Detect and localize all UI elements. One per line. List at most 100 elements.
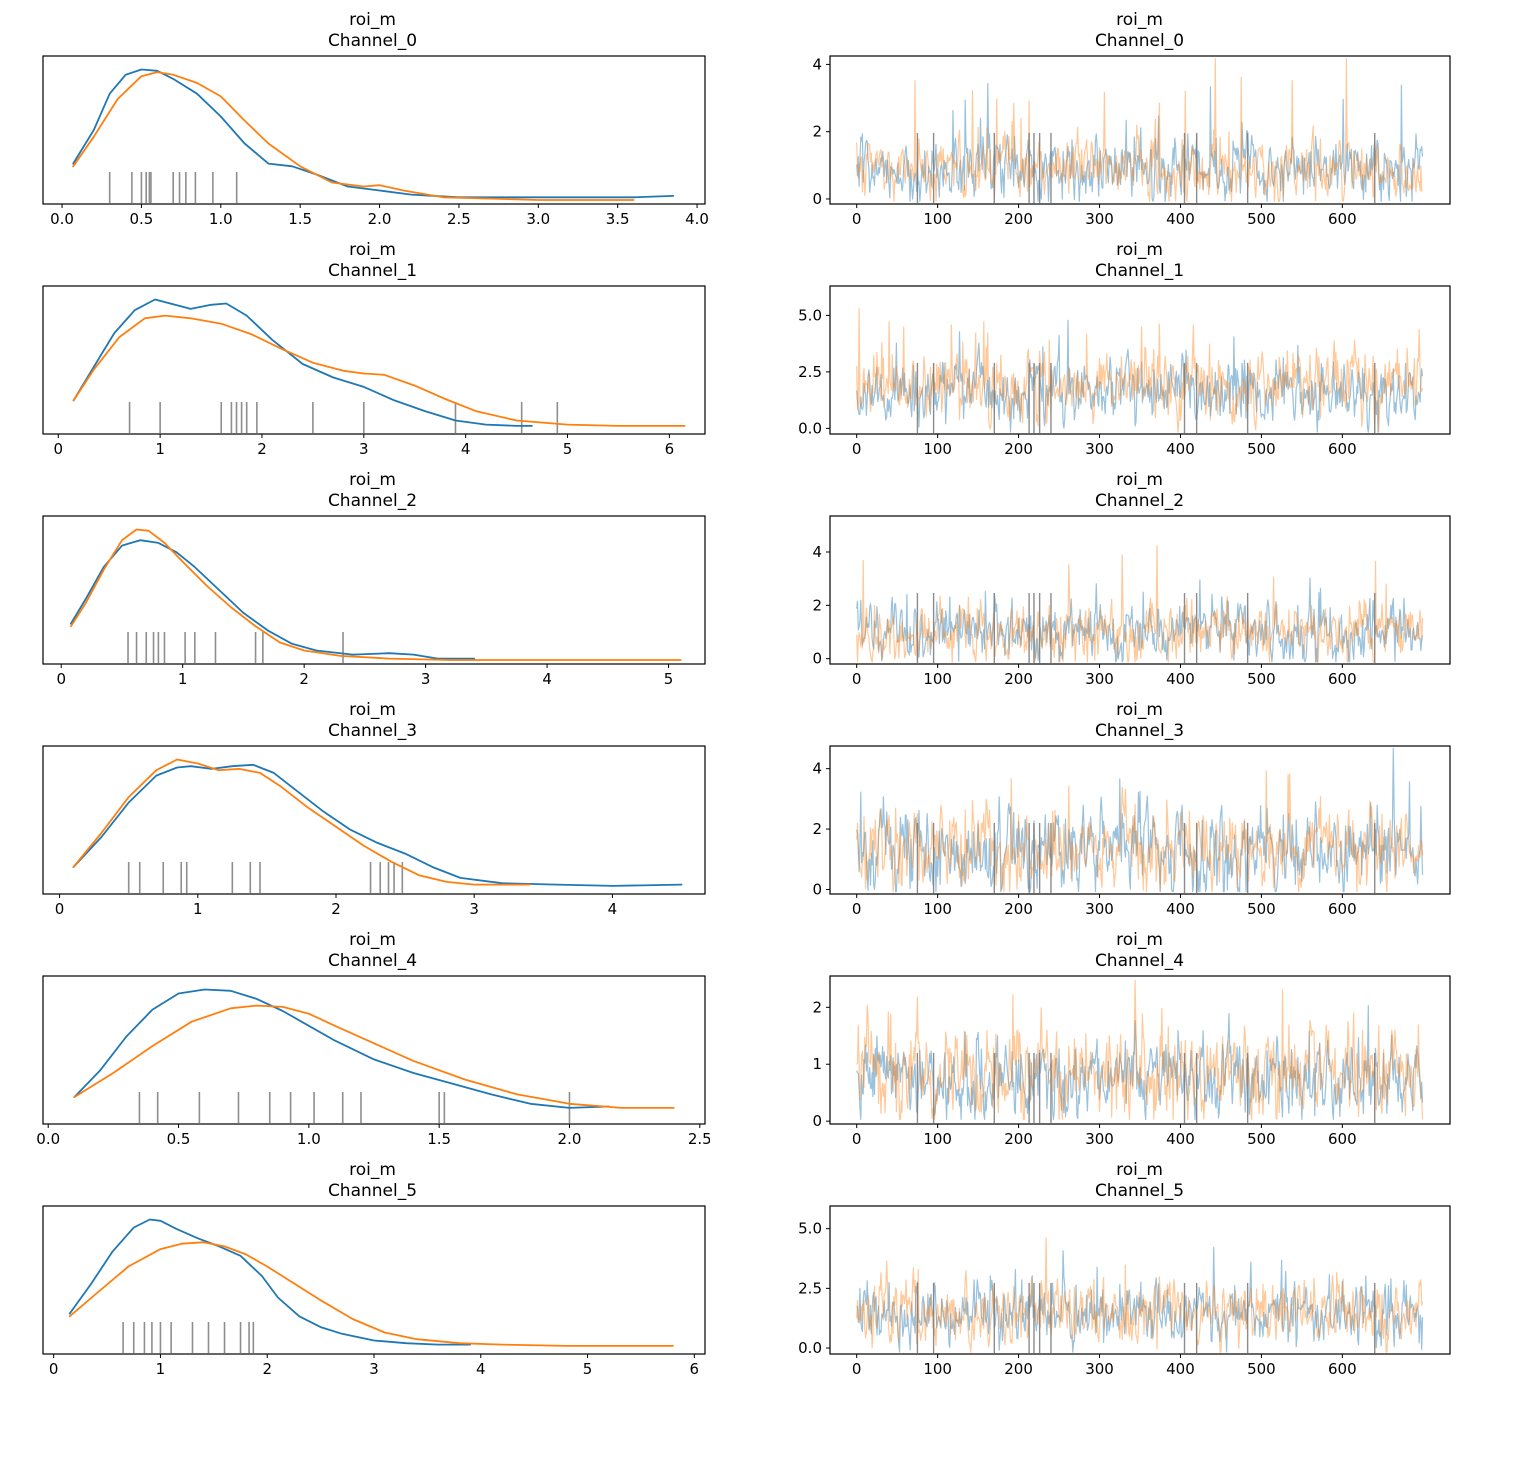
plot-title-line2: Channel_4 <box>1094 951 1185 971</box>
svg-text:0: 0 <box>54 440 64 458</box>
svg-text:400: 400 <box>1166 440 1195 458</box>
svg-text:100: 100 <box>923 440 952 458</box>
svg-text:200: 200 <box>1004 1130 1033 1148</box>
svg-text:600: 600 <box>1328 210 1357 228</box>
svg-text:0.0: 0.0 <box>36 1130 60 1148</box>
svg-text:300: 300 <box>1085 900 1114 918</box>
plot-title-line2: Channel_2 <box>327 491 418 511</box>
timeseries-plot-channel-5: 0 100 200 300 400 500 600 0.0 2.5 5.0 <box>798 1205 1451 1378</box>
svg-text:3.0: 3.0 <box>526 210 550 228</box>
timeseries-plot-channel-0: 0 100 200 300 400 500 600 0 2 4 <box>812 55 1451 228</box>
plot-title-line1: roi_m <box>1116 470 1163 490</box>
svg-text:0: 0 <box>55 900 65 918</box>
plot-title: roi_m Channel_2 <box>35 470 710 512</box>
svg-text:4: 4 <box>476 1360 486 1378</box>
svg-text:1.5: 1.5 <box>427 1130 451 1148</box>
plot-title-line1: roi_m <box>1116 700 1163 720</box>
svg-text:100: 100 <box>923 670 952 688</box>
plot-title-line2: Channel_0 <box>327 31 418 51</box>
svg-text:500: 500 <box>1247 670 1276 688</box>
svg-text:0.0: 0.0 <box>798 419 822 437</box>
svg-text:0.5: 0.5 <box>167 1130 191 1148</box>
svg-text:0: 0 <box>56 670 66 688</box>
plot-title-line1: roi_m <box>349 700 396 720</box>
plot-title: roi_m Channel_5 <box>824 1160 1455 1202</box>
svg-text:4.0: 4.0 <box>685 210 709 228</box>
svg-text:2: 2 <box>299 670 309 688</box>
svg-text:0: 0 <box>852 210 862 228</box>
kde-plot-channel-1: 0 1 2 3 4 5 6 <box>42 285 706 458</box>
svg-text:0: 0 <box>852 1130 862 1148</box>
svg-text:600: 600 <box>1328 670 1357 688</box>
svg-text:2.5: 2.5 <box>688 1130 710 1148</box>
svg-text:1: 1 <box>155 440 165 458</box>
svg-text:2: 2 <box>812 820 822 838</box>
plot-title: roi_m Channel_4 <box>35 930 710 972</box>
svg-text:4: 4 <box>542 670 552 688</box>
plot-title-line1: roi_m <box>1116 1160 1163 1180</box>
svg-text:6: 6 <box>665 440 675 458</box>
plot-title: roi_m Channel_0 <box>824 10 1455 52</box>
subplot-kde-channel-1: roi_m Channel_1 0 1 2 3 4 5 6 <box>35 240 710 460</box>
figure-grid: roi_m Channel_0 0.0 0.5 1.0 1.5 2.0 2.5 3.0 3.5… <box>35 10 1455 1380</box>
svg-text:5: 5 <box>664 670 674 688</box>
svg-text:2: 2 <box>331 900 341 918</box>
svg-text:100: 100 <box>923 900 952 918</box>
svg-text:4: 4 <box>812 543 822 561</box>
svg-text:0: 0 <box>852 440 862 458</box>
svg-text:5.0: 5.0 <box>798 306 822 324</box>
svg-text:2: 2 <box>262 1360 272 1378</box>
subplot-timeseries-channel-0: roi_m Channel_0 0 100 200 300 400 500 600 0 2 4 <box>780 10 1455 230</box>
svg-text:200: 200 <box>1004 440 1033 458</box>
svg-text:0: 0 <box>852 1360 862 1378</box>
svg-text:3: 3 <box>421 670 431 688</box>
svg-text:2.5: 2.5 <box>798 363 822 381</box>
svg-text:200: 200 <box>1004 1360 1033 1378</box>
kde-plot-channel-5: 0 1 2 3 4 5 6 <box>42 1205 706 1378</box>
subplot-timeseries-channel-5: roi_m Channel_5 0 100 200 300 400 500 600 0.0 2.… <box>780 1160 1455 1380</box>
kde-plot-channel-3: 0 1 2 3 4 <box>42 745 706 918</box>
plot-title: roi_m Channel_2 <box>824 470 1455 512</box>
subplot-timeseries-channel-4: roi_m Channel_4 0 100 200 300 400 500 600 0 1 2 <box>780 930 1455 1150</box>
svg-text:0: 0 <box>812 1112 822 1130</box>
svg-text:600: 600 <box>1328 900 1357 918</box>
svg-text:4: 4 <box>461 440 471 458</box>
plot-title-line1: roi_m <box>349 1160 396 1180</box>
svg-text:6: 6 <box>690 1360 700 1378</box>
svg-text:500: 500 <box>1247 210 1276 228</box>
plot-title-line2: Channel_1 <box>1094 261 1185 281</box>
svg-text:0: 0 <box>812 880 822 898</box>
svg-text:4: 4 <box>812 760 822 778</box>
plot-title-line2: Channel_5 <box>1094 1181 1185 1201</box>
plot-title-line2: Channel_2 <box>1094 491 1185 511</box>
plot-title-line2: Channel_0 <box>1094 31 1185 51</box>
svg-text:100: 100 <box>923 1130 952 1148</box>
svg-text:300: 300 <box>1085 210 1114 228</box>
svg-text:1: 1 <box>193 900 203 918</box>
plot-title-line2: Channel_5 <box>327 1181 418 1201</box>
timeseries-plot-channel-1: 0 100 200 300 400 500 600 0.0 2.5 5.0 <box>798 285 1451 458</box>
svg-text:100: 100 <box>923 1360 952 1378</box>
subplot-timeseries-channel-3: roi_m Channel_3 0 100 200 300 400 500 600 0 2 4 <box>780 700 1455 920</box>
svg-text:2: 2 <box>257 440 267 458</box>
svg-text:500: 500 <box>1247 1130 1276 1148</box>
svg-text:5.0: 5.0 <box>798 1220 822 1238</box>
plot-title-line1: roi_m <box>1116 930 1163 950</box>
kde-plot-channel-4: 0.0 0.5 1.0 1.5 2.0 2.5 <box>36 975 710 1148</box>
timeseries-plot-channel-4: 0 100 200 300 400 500 600 0 1 2 <box>812 975 1451 1148</box>
svg-text:1.0: 1.0 <box>297 1130 321 1148</box>
svg-text:2.0: 2.0 <box>558 1130 582 1148</box>
plot-title-line1: roi_m <box>349 930 396 950</box>
kde-plot-channel-2: 0 1 2 3 4 5 <box>42 515 706 688</box>
plot-title-line2: Channel_4 <box>327 951 418 971</box>
svg-text:3: 3 <box>369 1360 379 1378</box>
svg-text:5: 5 <box>563 440 573 458</box>
svg-text:0: 0 <box>49 1360 59 1378</box>
plot-title: roi_m Channel_3 <box>824 700 1455 742</box>
svg-text:200: 200 <box>1004 210 1033 228</box>
svg-text:100: 100 <box>923 210 952 228</box>
plot-title-line1: roi_m <box>349 470 396 490</box>
plot-title: roi_m Channel_1 <box>824 240 1455 282</box>
subplot-kde-channel-5: roi_m Channel_5 0 1 2 3 4 5 6 <box>35 1160 710 1380</box>
svg-text:0: 0 <box>812 650 822 668</box>
